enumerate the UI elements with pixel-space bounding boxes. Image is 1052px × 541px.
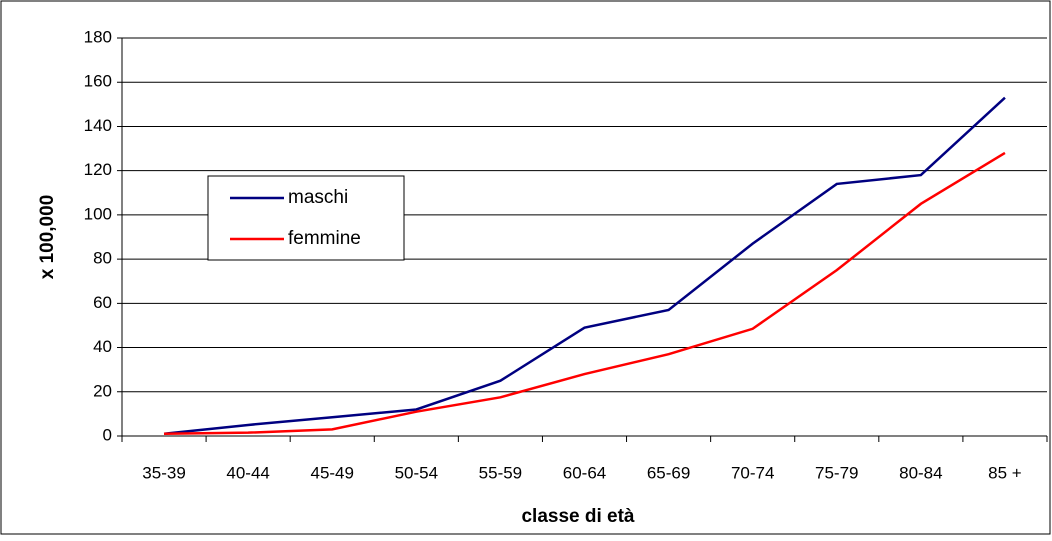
legend-box — [207, 175, 405, 261]
legend-label: maschi — [288, 187, 348, 208]
x-tick-label: 50-54 — [395, 463, 438, 482]
x-tick-label: 75-79 — [815, 463, 858, 482]
y-tick-label: 0 — [103, 425, 112, 444]
x-tick-label: 40-44 — [226, 463, 269, 482]
legend-label: femmine — [288, 228, 361, 249]
y-tick-label: 20 — [93, 381, 112, 400]
x-tick-label: 55-59 — [479, 463, 522, 482]
x-tick-label: 70-74 — [731, 463, 774, 482]
x-tick-label: 65-69 — [647, 463, 690, 482]
y-tick-label: 140 — [84, 116, 112, 135]
x-tick-label: 80-84 — [899, 463, 942, 482]
y-tick-label: 100 — [84, 204, 112, 223]
x-tick-label: 35-39 — [142, 463, 185, 482]
y-axis-label: x 100,000 — [37, 195, 58, 280]
y-tick-label: 120 — [84, 160, 112, 179]
series-line — [163, 96, 1006, 436]
y-tick-label: 60 — [93, 293, 112, 312]
x-axis-label: classe di età — [521, 506, 634, 527]
series-line — [164, 151, 1006, 436]
y-tick-label: 80 — [93, 249, 112, 268]
y-tick-label: 40 — [93, 337, 112, 356]
x-tick-label: 85 + — [988, 463, 1022, 482]
y-tick-label: 160 — [84, 72, 112, 91]
x-tick-label: 45-49 — [310, 463, 353, 482]
y-tick-label: 180 — [84, 27, 112, 46]
x-tick-label: 60-64 — [563, 463, 606, 482]
